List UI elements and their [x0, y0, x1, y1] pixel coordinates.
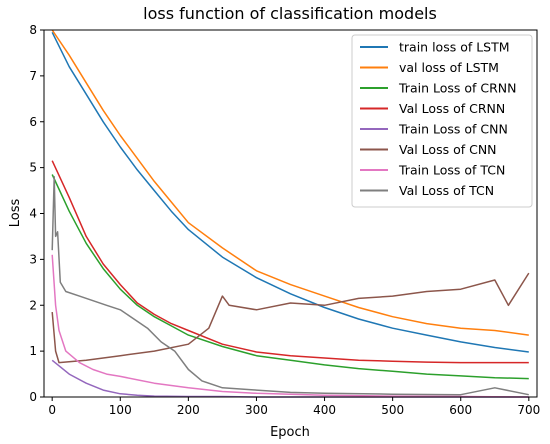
y-tick-label: 0: [29, 390, 37, 404]
x-tick-label: 700: [517, 403, 540, 417]
x-tick-label: 200: [177, 403, 200, 417]
series-line-2: [51, 29, 529, 336]
y-tick-label: 8: [29, 23, 37, 37]
series-line-7: [51, 254, 529, 398]
series-line-1: [51, 31, 529, 353]
y-tick-label: 1: [29, 344, 37, 358]
y-tick-label: 4: [29, 207, 37, 221]
x-tick-label: 600: [449, 403, 472, 417]
x-tick-label: 0: [48, 403, 56, 417]
plot-series: [51, 29, 530, 398]
x-tick-label: 400: [313, 403, 336, 417]
legend: train loss of LSTM val loss of LSTM Train …: [351, 34, 533, 208]
series-line-4: [51, 160, 529, 364]
y-tick-label: 2: [29, 298, 37, 312]
legend-label-1: train loss of LSTM: [399, 40, 510, 55]
chart-title: loss function of classification models: [143, 4, 437, 23]
legend-label-8: Val Loss of TCN: [399, 183, 494, 198]
series-line-5: [51, 359, 529, 398]
series-line-6: [51, 272, 530, 364]
legend-label-5: Train Loss of CNN: [398, 122, 508, 137]
legend-box: [351, 34, 533, 208]
y-tick-label: 3: [29, 252, 37, 266]
x-axis: 0 100 200 300 400 500 600 700: [48, 397, 540, 417]
y-tick-label: 7: [29, 69, 37, 83]
series-line-3: [51, 174, 529, 380]
series-line-8: [51, 176, 529, 396]
x-axis-label: Epoch: [270, 425, 310, 440]
y-axis: 0 1 2 3 4 5 6 7 8: [29, 23, 44, 404]
legend-label-6: Val Loss of CNN: [399, 142, 497, 157]
y-tick-label: 5: [29, 161, 37, 175]
x-tick-label: 100: [109, 403, 132, 417]
x-tick-label: 300: [245, 403, 268, 417]
legend-label-3: Train Loss of CRNN: [398, 81, 517, 96]
x-tick-label: 500: [381, 403, 404, 417]
legend-label-2: val loss of LSTM: [399, 60, 499, 75]
legend-label-4: Val Loss of CRNN: [399, 101, 505, 116]
y-axis-label: Loss: [8, 199, 23, 228]
y-tick-label: 6: [29, 115, 37, 129]
legend-label-7: Train Loss of TCN: [398, 163, 505, 178]
